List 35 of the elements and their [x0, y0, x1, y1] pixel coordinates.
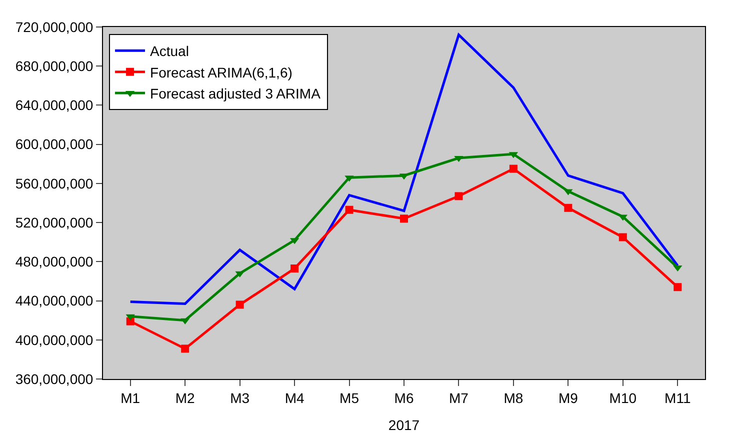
- legend-label: Forecast ARIMA(6,1,6): [150, 64, 292, 80]
- x-tick-label: M2: [175, 390, 196, 406]
- y-tick-label: 440,000,000: [15, 292, 94, 309]
- point: [509, 164, 518, 173]
- x-tick-label: M3: [230, 390, 250, 406]
- y-tick-label: 680,000,000: [15, 58, 94, 74]
- x-tick-label: M11: [664, 390, 691, 406]
- point: [564, 204, 572, 212]
- legend-label: Actual: [150, 43, 189, 60]
- x-tick-label: M10: [609, 390, 637, 406]
- point: [674, 283, 682, 292]
- x-tick-label: M6: [394, 390, 414, 406]
- y-tick-label: 720,000,000: [15, 18, 94, 35]
- y-tick-label: 600,000,000: [15, 136, 94, 152]
- x-tick-label: M8: [504, 390, 524, 406]
- x-tick-label: M5: [340, 390, 360, 406]
- point: [454, 192, 463, 200]
- point: [345, 206, 354, 214]
- y-tick-label: 360,000,000: [15, 370, 94, 387]
- x-axis-title: 2017: [388, 417, 420, 434]
- point: [181, 344, 190, 353]
- x-tick-label: M7: [449, 390, 469, 406]
- y-tick-label: 520,000,000: [15, 214, 94, 230]
- y-tick-label: 560,000,000: [15, 175, 94, 192]
- point: [236, 300, 244, 309]
- y-tick-label: 640,000,000: [15, 97, 94, 114]
- x-tick-label: M4: [284, 390, 304, 406]
- y-tick-label: 480,000,000: [15, 254, 94, 270]
- legend-label: Forecast adjusted 3 ARIMA: [150, 86, 322, 102]
- x-tick-label: M1: [120, 390, 140, 406]
- y-tick-label: 400,000,000: [15, 332, 94, 348]
- x-tick-label: M9: [558, 390, 578, 406]
- point: [618, 233, 627, 242]
- point: [400, 214, 408, 223]
- point: [290, 264, 299, 273]
